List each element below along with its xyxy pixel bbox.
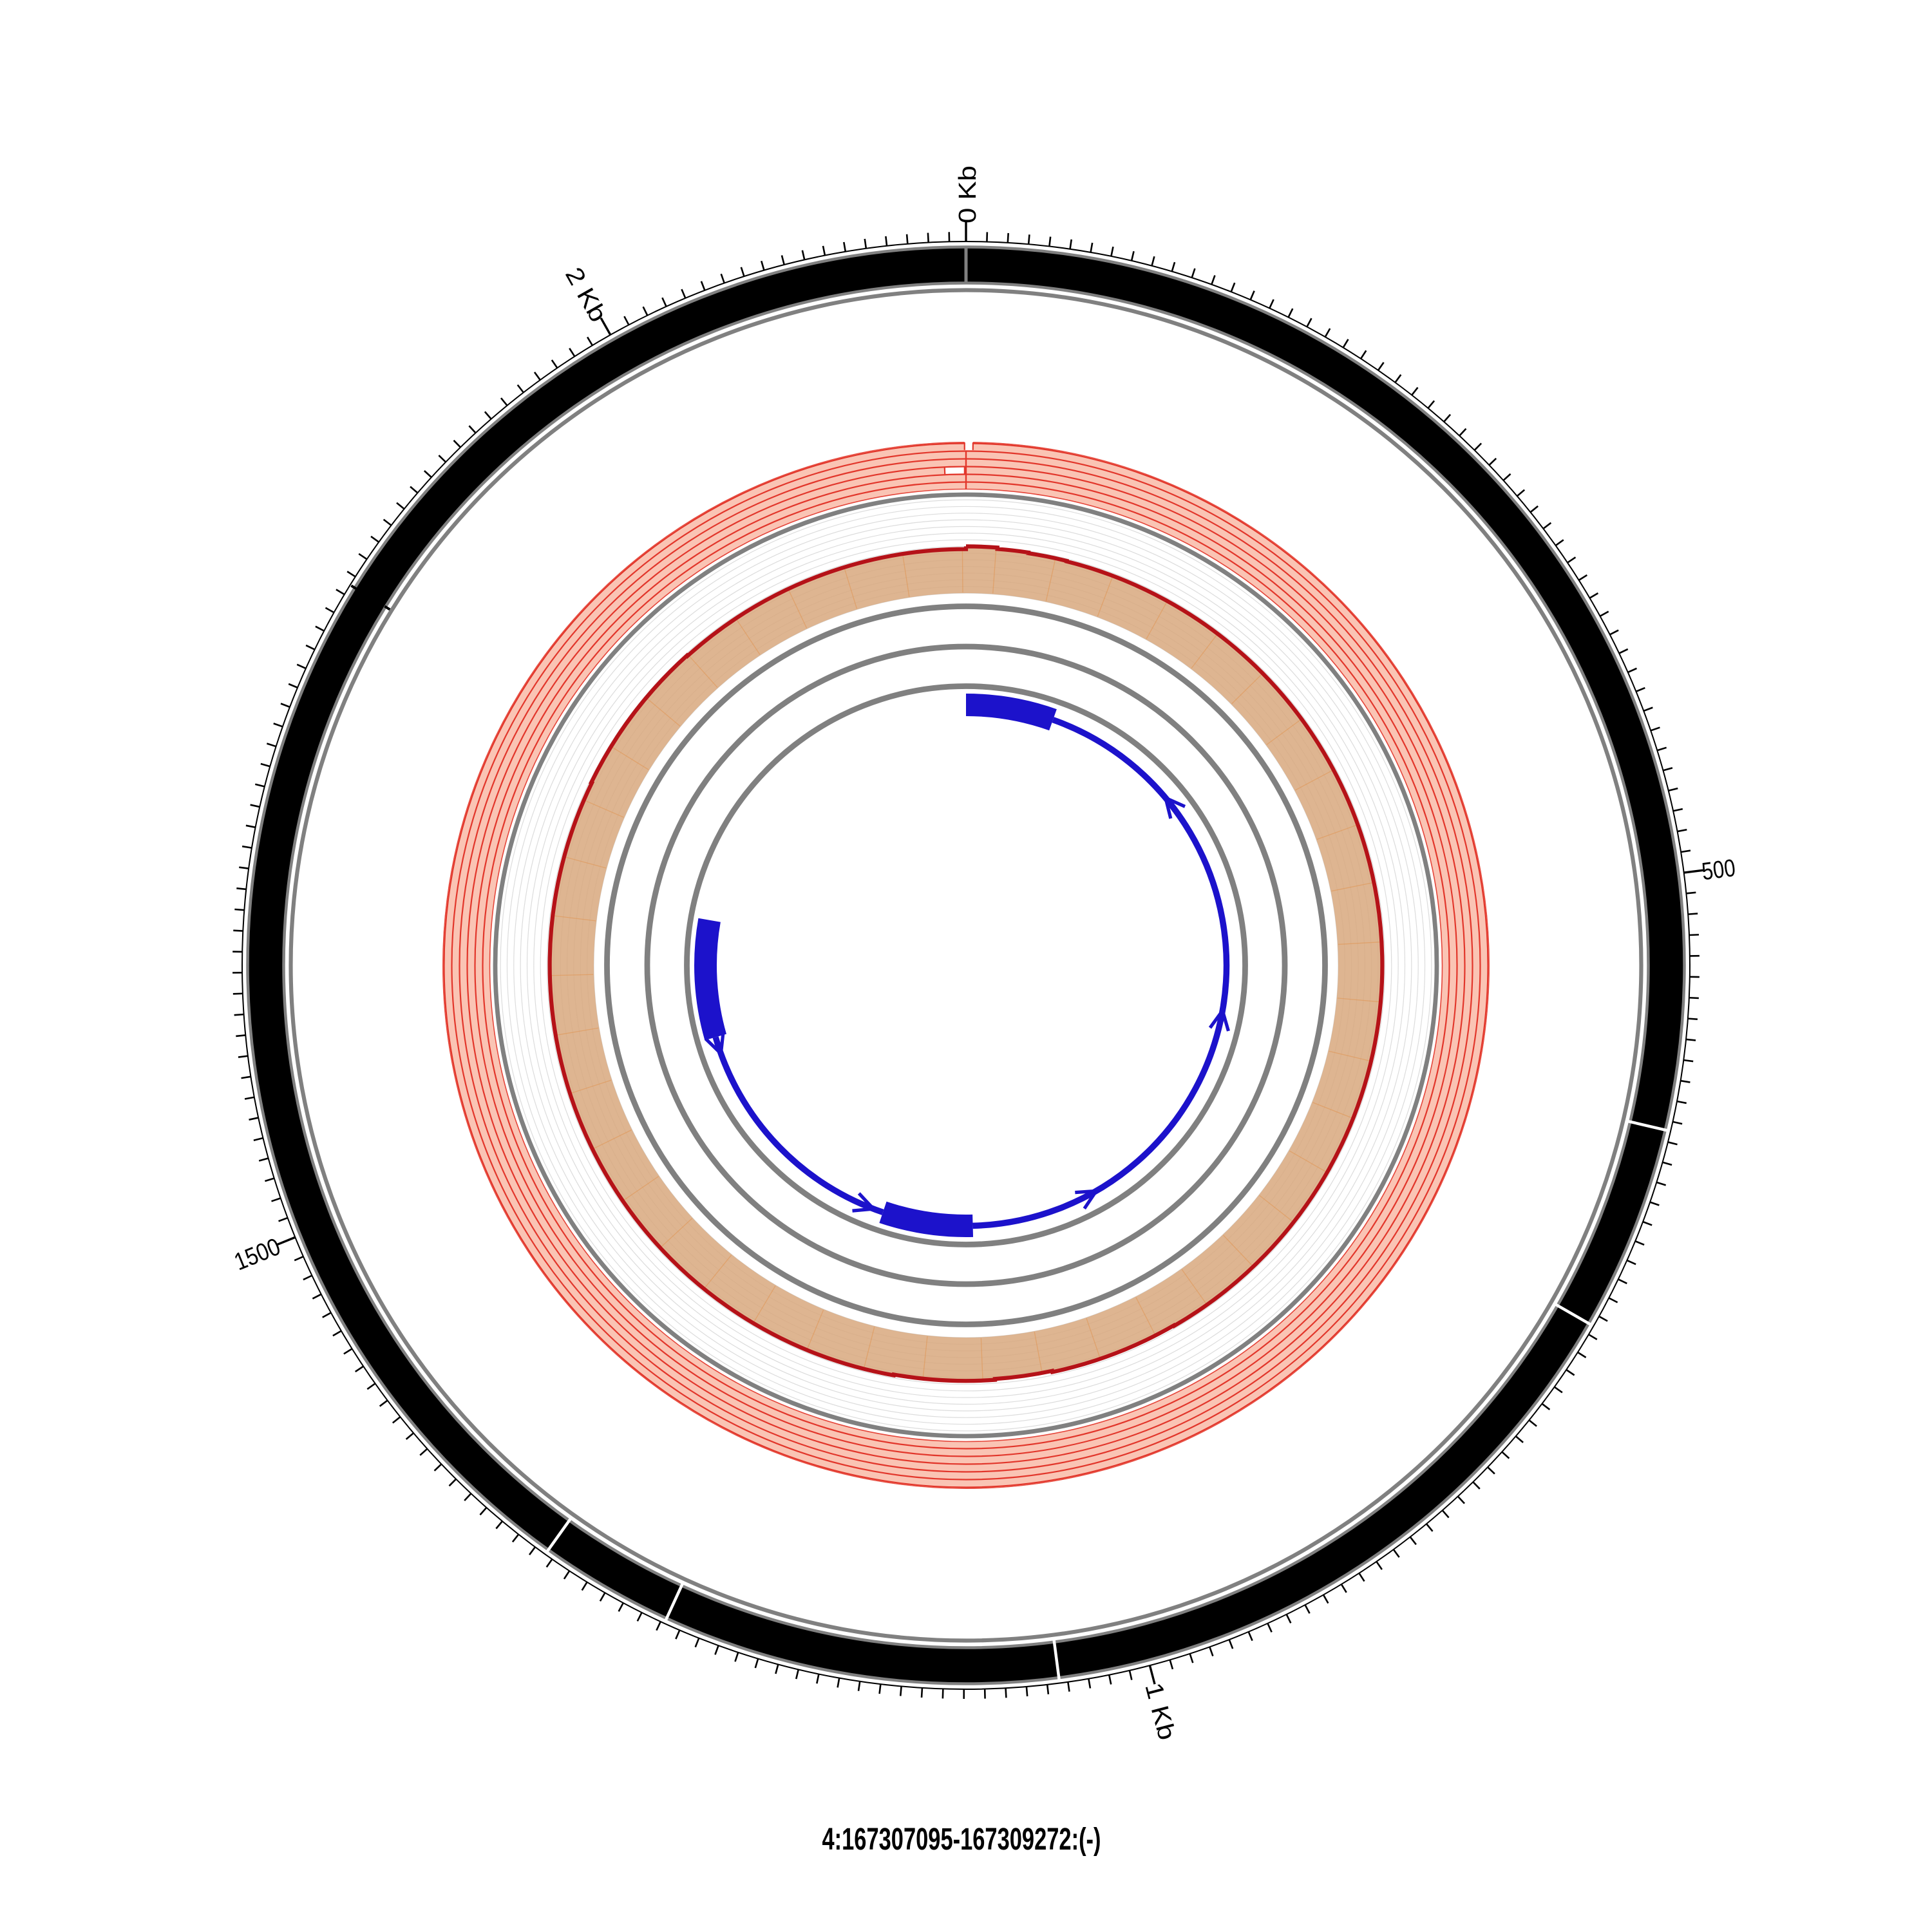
svg-text:4:167307095-167309272:(-): 4:167307095-167309272:(-) <box>822 1823 1101 1857</box>
svg-text:500: 500 <box>1700 855 1737 886</box>
svg-text:0 Kb: 0 Kb <box>954 166 981 223</box>
